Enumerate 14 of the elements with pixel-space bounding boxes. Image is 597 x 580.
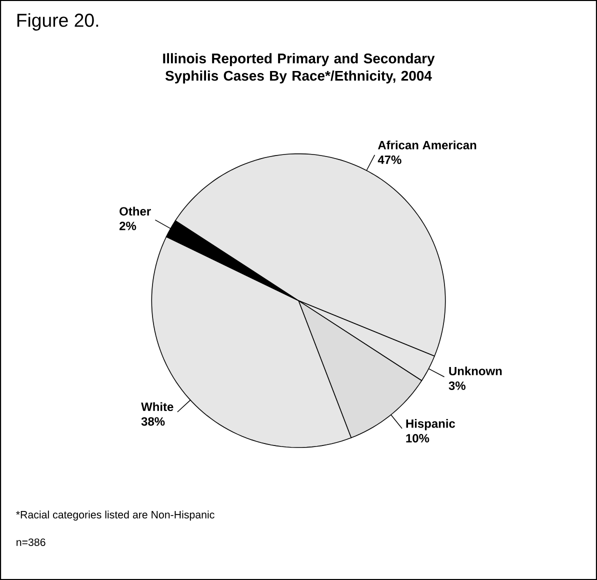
data-label: 10%	[406, 434, 430, 442]
chart-title: Figure 20.	[17, 13, 98, 31]
chart-subtitle: Illinois Reported Primary and Secondary Syphilis Cases By Race*/Ethnicity, 2004	[163, 53, 435, 84]
data-label: 38%	[141, 417, 165, 426]
slice-label: African American	[378, 140, 476, 150]
slice-label: White	[141, 402, 174, 412]
data-label: 47%	[378, 156, 402, 164]
slice-label: Unknown	[449, 366, 502, 376]
data-label: 2%	[120, 222, 136, 230]
text: n=386	[16, 538, 46, 546]
slice-label: Hispanic	[406, 419, 456, 430]
data-label: 3%	[448, 381, 466, 390]
slice-label: Other	[120, 206, 151, 216]
text: *Racial categories listed are Non-Hispanic	[16, 510, 214, 521]
